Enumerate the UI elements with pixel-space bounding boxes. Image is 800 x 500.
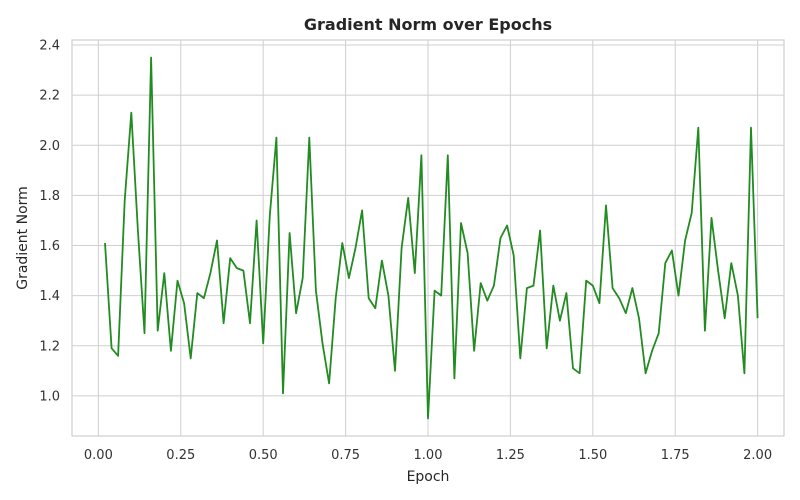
y-tick-label: 1.2 bbox=[39, 339, 60, 354]
y-tick-label: 2.4 bbox=[39, 39, 60, 54]
y-tick-label: 2.2 bbox=[39, 89, 60, 104]
x-tick-label: 1.75 bbox=[661, 448, 690, 463]
x-tick-label: 1.50 bbox=[578, 448, 607, 463]
y-tick-label: 1.8 bbox=[39, 189, 60, 204]
x-tick-label: 0.75 bbox=[331, 448, 360, 463]
y-tick-label: 2.0 bbox=[39, 139, 60, 154]
x-tick-label: 1.00 bbox=[414, 448, 443, 463]
x-tick-label: 0.25 bbox=[166, 448, 195, 463]
y-axis-label: Gradient Norm bbox=[15, 186, 31, 290]
x-axis-ticks: 0.00 0.25 0.50 0.75 1.00 1.25 1.50 1.75 2.00 bbox=[84, 448, 772, 463]
x-axis-label: Epoch bbox=[407, 469, 450, 485]
y-tick-label: 1.4 bbox=[39, 289, 60, 304]
gradient-norm-line bbox=[104, 56, 759, 420]
plot-frame bbox=[71, 39, 785, 437]
chart-title: Gradient Norm over Epochs bbox=[304, 15, 552, 34]
x-tick-label: 0.50 bbox=[249, 448, 278, 463]
y-tick-label: 1.6 bbox=[39, 239, 60, 254]
y-axis-ticks: 1.0 1.2 1.4 1.6 1.8 2.0 2.2 2.4 bbox=[39, 39, 60, 405]
x-tick-label: 0.00 bbox=[84, 448, 113, 463]
x-tick-label: 2.00 bbox=[743, 448, 772, 463]
grid bbox=[72, 40, 784, 436]
x-tick-label: 1.25 bbox=[496, 448, 525, 463]
y-tick-label: 1.0 bbox=[39, 389, 60, 404]
